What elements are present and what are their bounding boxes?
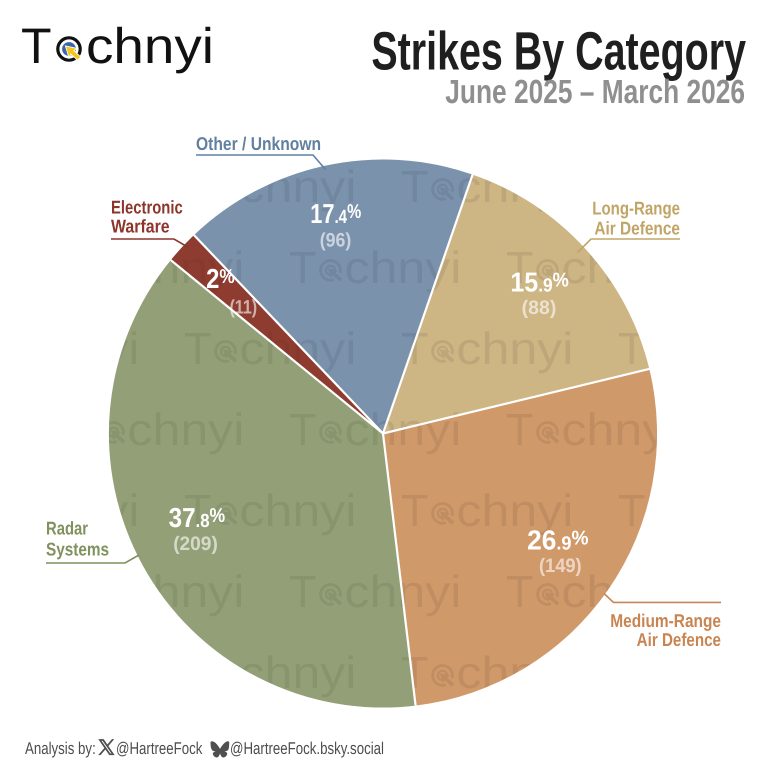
svg-text:(88): (88) bbox=[522, 297, 557, 319]
svg-text:June 2025 – March 2026: June 2025 – March 2026 bbox=[445, 74, 745, 111]
svg-text:Systems: Systems bbox=[46, 538, 109, 559]
svg-text:Strikes By Category: Strikes By Category bbox=[371, 22, 746, 82]
svg-text:2%: 2% bbox=[206, 263, 235, 294]
svg-text:Air Defence: Air Defence bbox=[637, 629, 721, 650]
svg-text:Long-Range: Long-Range bbox=[592, 198, 680, 219]
svg-text:Electronic: Electronic bbox=[111, 196, 183, 217]
svg-text:17.4%: 17.4% bbox=[310, 198, 361, 229]
svg-text:26.9%: 26.9% bbox=[527, 524, 589, 555]
svg-text:Air Defence: Air Defence bbox=[594, 218, 680, 239]
svg-text:(209): (209) bbox=[173, 533, 218, 555]
svg-text:T: T bbox=[21, 18, 52, 74]
svg-text:chnyi: chnyi bbox=[86, 18, 214, 74]
svg-text:Analysis by:: Analysis by: bbox=[25, 739, 96, 758]
svg-text:Warfare: Warfare bbox=[111, 215, 170, 236]
svg-text:@HartreeFock.bsky.social: @HartreeFock.bsky.social bbox=[230, 739, 384, 758]
svg-text:(149): (149) bbox=[539, 555, 582, 577]
svg-text:@HartreeFock: @HartreeFock bbox=[116, 739, 203, 758]
svg-text:15.9%: 15.9% bbox=[510, 266, 569, 297]
svg-text:37.8%: 37.8% bbox=[169, 502, 226, 533]
svg-text:Medium-Range: Medium-Range bbox=[610, 610, 721, 631]
svg-text:Other / Unknown: Other / Unknown bbox=[196, 133, 321, 154]
svg-text:(96): (96) bbox=[320, 230, 352, 252]
svg-text:Radar: Radar bbox=[46, 517, 88, 538]
svg-text:(11): (11) bbox=[229, 297, 257, 319]
